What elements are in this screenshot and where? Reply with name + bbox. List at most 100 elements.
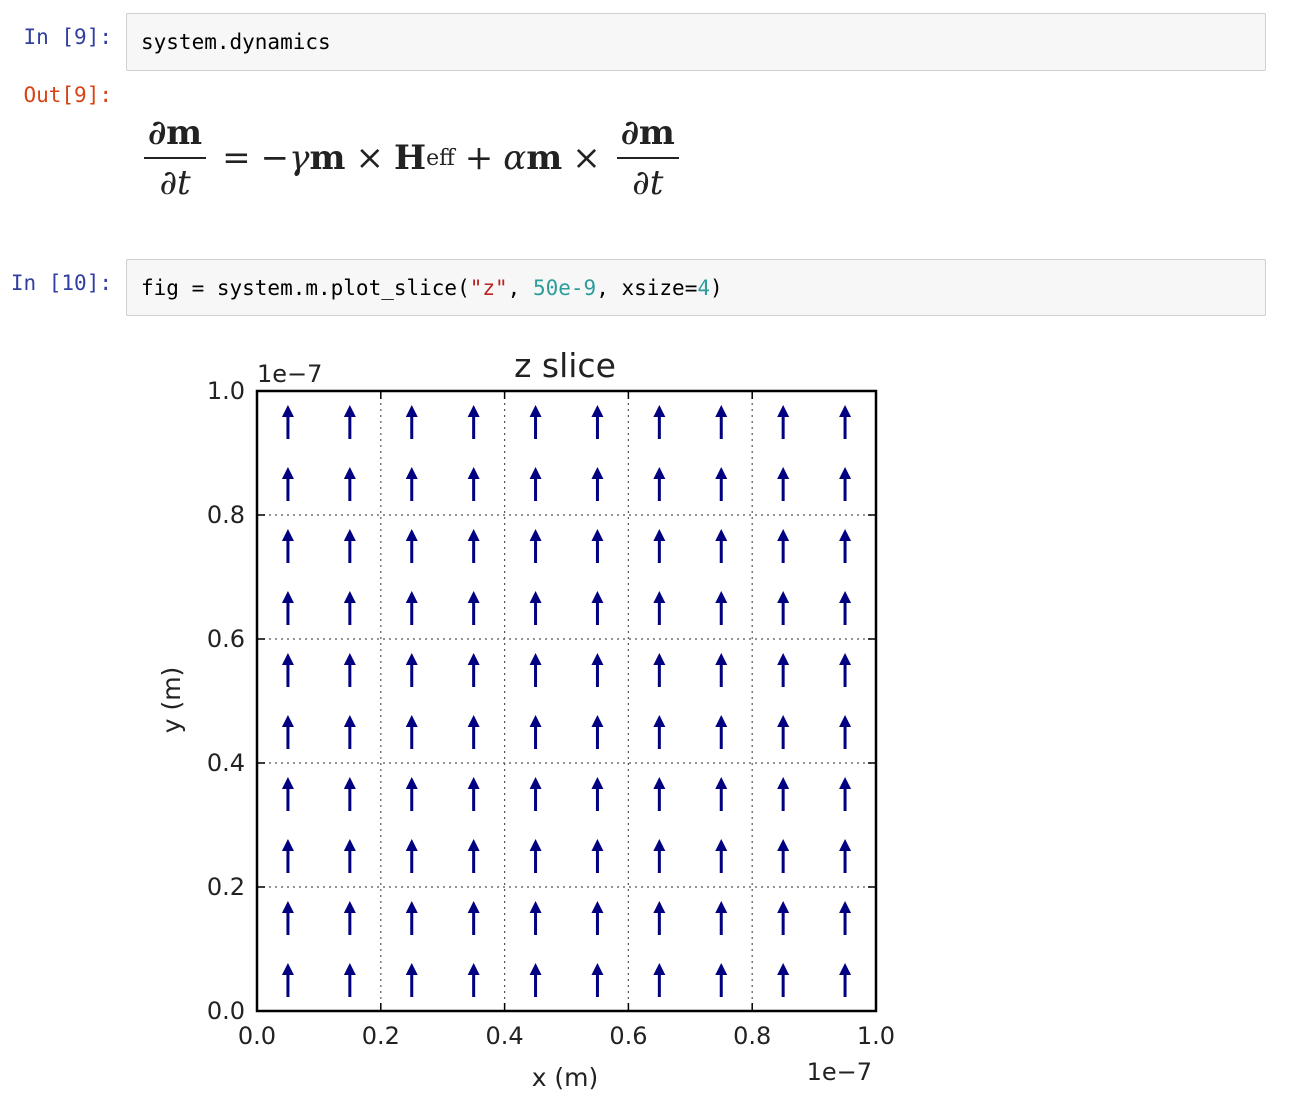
arrow-shaft — [781, 540, 785, 563]
vector-arrow — [529, 777, 542, 811]
arrow-head — [467, 901, 480, 913]
vector-arrow — [467, 777, 480, 811]
vector-arrow — [281, 467, 294, 501]
vector-arrow — [591, 653, 604, 687]
vector-arrow — [467, 467, 480, 501]
arrow-head — [591, 529, 604, 541]
vector-arrow — [405, 653, 418, 687]
arrow-head — [715, 715, 728, 727]
vector-arrow — [529, 839, 542, 873]
arrow-head — [653, 777, 666, 789]
vector-arrow — [529, 901, 542, 935]
arrow-shaft — [657, 602, 661, 625]
vector-arrow — [777, 591, 790, 625]
vector-arrow — [715, 467, 728, 501]
axis-ticks: 0.0 0.2 0.4 0.6 0.8 1.0 0.0 0.2 0.4 0.6 0.8 1.0 — [207, 377, 895, 1050]
arrow-head — [653, 653, 666, 665]
y-axis-label: y (m) — [157, 667, 186, 734]
arrow-head — [405, 467, 418, 479]
arrow-shaft — [843, 416, 847, 439]
arrow-shaft — [348, 974, 352, 997]
rhs-fraction: ∂m ∂t — [616, 111, 679, 205]
vector-arrow — [529, 591, 542, 625]
y-offset-label: 1e−7 — [257, 360, 322, 388]
code-token-number: 4 — [697, 275, 710, 300]
vector-arrow — [343, 839, 356, 873]
arrow-shaft — [534, 478, 538, 501]
arrow-shaft — [719, 850, 723, 873]
arrow-shaft — [534, 850, 538, 873]
arrow-shaft — [286, 726, 290, 749]
plus-sign: + — [464, 138, 494, 178]
vector-arrow — [467, 591, 480, 625]
arrow-shaft — [657, 850, 661, 873]
vector-arrow — [653, 467, 666, 501]
arrow-head — [281, 653, 294, 665]
arrow-head — [653, 963, 666, 975]
arrow-head — [653, 901, 666, 913]
code-cell-10[interactable]: fig = system.m.plot_slice("z", 50e-9, xs… — [126, 259, 1266, 316]
vector-arrow — [529, 963, 542, 997]
arrow-shaft — [286, 478, 290, 501]
x-tick-label: 0.2 — [362, 1022, 400, 1050]
arrow-shaft — [286, 974, 290, 997]
vector-arrow — [653, 901, 666, 935]
arrow-head — [343, 963, 356, 975]
arrow-head — [777, 467, 790, 479]
arrow-shaft — [410, 416, 414, 439]
arrow-head — [653, 529, 666, 541]
arrow-head — [591, 839, 604, 851]
vector-arrow — [467, 405, 480, 439]
rhs-denominator: ∂t — [632, 163, 664, 203]
arrow-head — [343, 405, 356, 417]
vector-arrow — [653, 777, 666, 811]
arrow-head — [467, 591, 480, 603]
arrow-head — [839, 839, 852, 851]
arrow-head — [839, 467, 852, 479]
arrow-shaft — [472, 478, 476, 501]
arrow-head — [839, 963, 852, 975]
arrow-shaft — [286, 602, 290, 625]
y-tick-label: 1.0 — [207, 377, 245, 405]
arrow-shaft — [781, 478, 785, 501]
arrow-shaft — [595, 478, 599, 501]
arrow-head — [777, 715, 790, 727]
arrow-shaft — [534, 416, 538, 439]
vector-arrow — [839, 715, 852, 749]
arrow-shaft — [657, 912, 661, 935]
vector-arrow — [405, 839, 418, 873]
arrow-head — [653, 467, 666, 479]
vector-arrow — [839, 777, 852, 811]
y-tick-label: 0.2 — [207, 873, 245, 901]
arrow-shaft — [719, 726, 723, 749]
vector-arrow — [281, 777, 294, 811]
vector-arrow — [839, 839, 852, 873]
arrow-shaft — [843, 540, 847, 563]
vector-arrow — [839, 963, 852, 997]
cross-sign: × — [355, 138, 384, 178]
vector-arrow — [343, 901, 356, 935]
arrow-head — [343, 839, 356, 851]
arrow-head — [839, 715, 852, 727]
arrow-head — [839, 653, 852, 665]
vector-arrow — [777, 839, 790, 873]
arrow-shaft — [410, 540, 414, 563]
arrow-shaft — [410, 726, 414, 749]
arrow-shaft — [843, 850, 847, 873]
code-token: ) — [710, 275, 723, 300]
arrow-head — [281, 467, 294, 479]
vector-arrow — [715, 963, 728, 997]
arrow-head — [715, 529, 728, 541]
vector-arrow — [777, 467, 790, 501]
arrow-head — [591, 715, 604, 727]
arrow-head — [405, 901, 418, 913]
arrow-shaft — [719, 540, 723, 563]
arrow-head — [405, 405, 418, 417]
cross-sign: × — [572, 138, 601, 178]
code-cell-9[interactable]: system.dynamics — [126, 13, 1266, 71]
m-symbol: m — [526, 138, 563, 178]
arrow-shaft — [534, 540, 538, 563]
vector-arrow — [281, 405, 294, 439]
arrow-shaft — [472, 664, 476, 687]
vector-arrow — [405, 405, 418, 439]
